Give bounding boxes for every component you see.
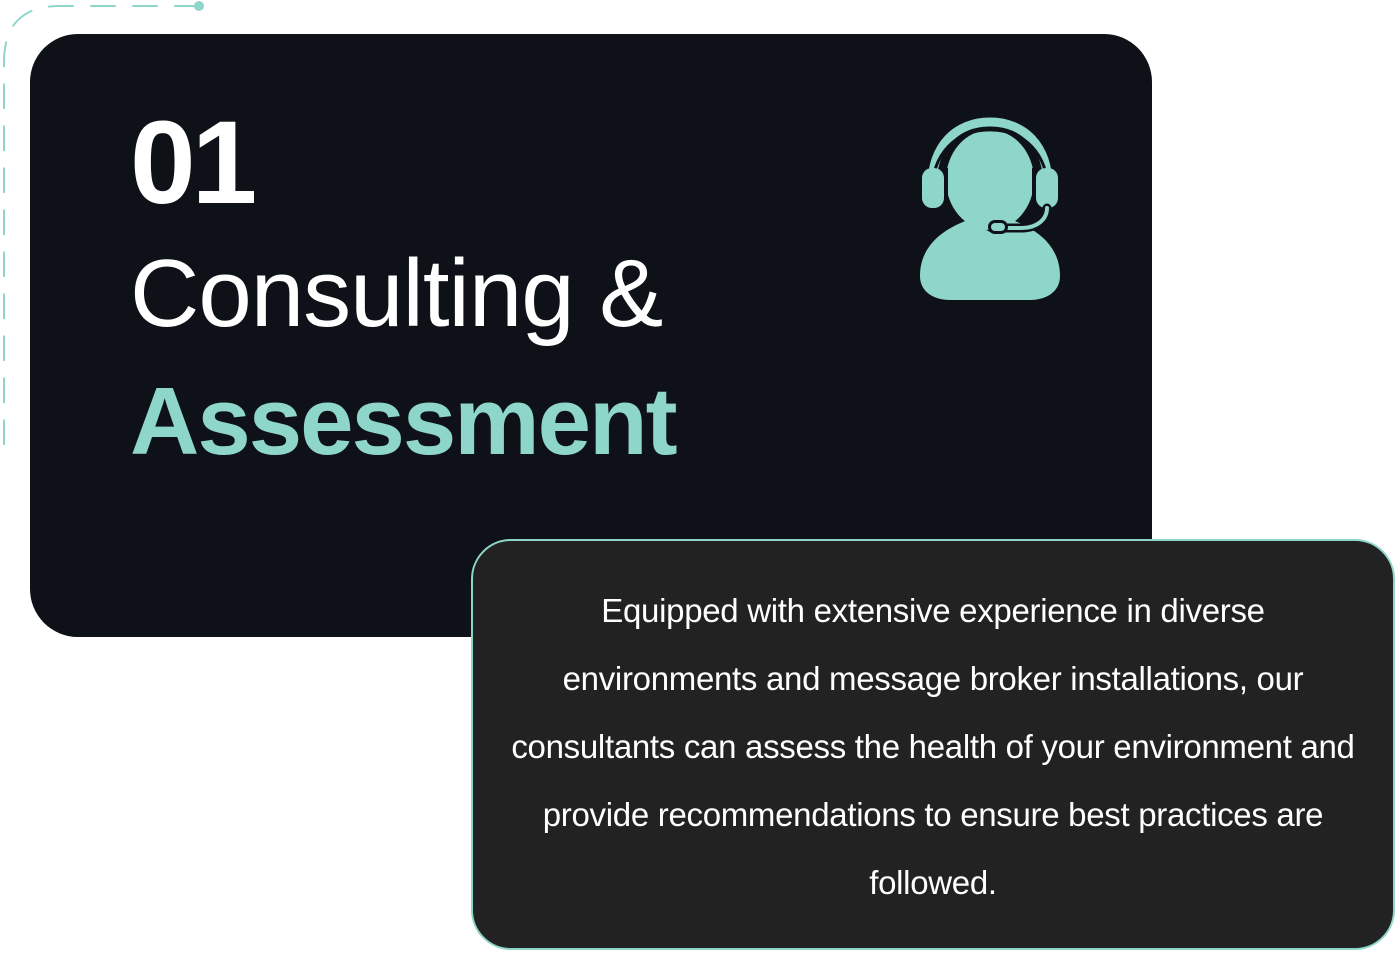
dashed-connector-line [3, 1, 204, 447]
service-description: Equipped with extensive experience in di… [511, 592, 1355, 901]
headset-agent-icon [920, 117, 1060, 300]
service-title-primary: Consulting & [130, 240, 663, 347]
description-card: Equipped with extensive experience in di… [471, 539, 1395, 950]
service-card: 01 Consulting & Assessment [30, 34, 1152, 637]
step-number: 01 [130, 97, 257, 229]
service-title-accent: Assessment [130, 368, 678, 475]
